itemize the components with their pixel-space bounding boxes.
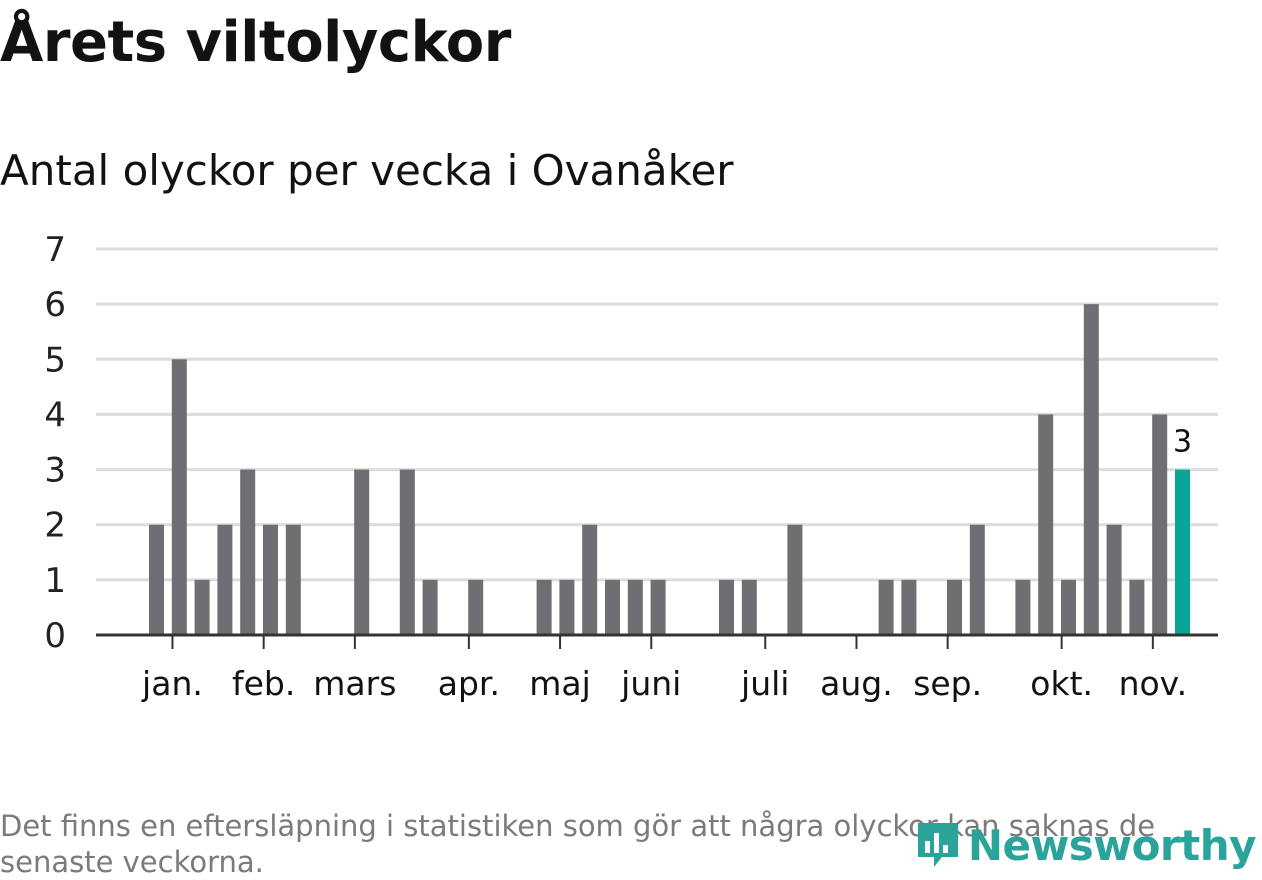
x-tick-label: nov. [1119, 664, 1188, 703]
x-tick-label: mars [313, 664, 396, 703]
bar [468, 579, 484, 635]
y-tick-label: 2 [44, 506, 66, 546]
bar [1038, 414, 1054, 635]
bar [422, 579, 438, 635]
bar [650, 579, 666, 635]
bar [217, 524, 233, 635]
footnote: Det finns en eftersläpning i statistiken… [0, 809, 1156, 879]
bar-chart-icon [917, 823, 958, 867]
bar [194, 579, 210, 635]
x-tick-label: juli [740, 664, 789, 703]
chart-title: Årets viltolyckor [0, 10, 511, 75]
bar [559, 579, 575, 635]
y-tick-label: 6 [44, 285, 66, 325]
x-tick-label: sep. [913, 664, 982, 703]
y-tick-label: 0 [44, 616, 66, 656]
x-tick-label: okt. [1030, 664, 1093, 703]
x-tick-label: juni [620, 664, 681, 703]
y-tick-label: 5 [44, 340, 66, 380]
bar [969, 524, 985, 635]
bar [263, 524, 278, 635]
x-tick-label: maj [529, 664, 591, 703]
x-tick-label: aug. [820, 664, 893, 703]
bar [901, 579, 917, 635]
bar [285, 524, 301, 635]
bar [947, 579, 962, 635]
bar [1106, 524, 1122, 635]
bar [1061, 579, 1076, 635]
y-tick-label: 1 [44, 561, 66, 601]
y-tick-label: 4 [44, 395, 66, 435]
bar [1152, 414, 1168, 635]
bar [719, 579, 734, 635]
bar [627, 579, 643, 635]
bar [1083, 304, 1099, 635]
bar [1129, 579, 1145, 635]
chart-subtitle: Antal olyckor per vecka i Ovanåker [0, 146, 734, 195]
bar-highlight [1175, 469, 1190, 635]
newsworthy-logo: Newsworthy [914, 819, 1257, 871]
bar [240, 469, 256, 635]
bar [536, 579, 552, 635]
x-tick-label: apr. [438, 664, 500, 703]
bar [171, 359, 187, 635]
data-label: 3 [1173, 425, 1192, 460]
bar [399, 469, 415, 635]
bar [787, 524, 803, 635]
logo-text: Newsworthy [967, 820, 1257, 870]
bar [1015, 579, 1031, 635]
bar [878, 579, 894, 635]
y-tick-label: 7 [44, 230, 66, 270]
x-tick-label: feb. [232, 664, 295, 703]
bar [354, 469, 370, 635]
bar [582, 524, 598, 635]
y-tick-label: 3 [44, 451, 66, 491]
bar [741, 579, 757, 635]
bar [605, 579, 620, 635]
bar [149, 524, 164, 635]
x-tick-label: jan. [141, 664, 203, 703]
